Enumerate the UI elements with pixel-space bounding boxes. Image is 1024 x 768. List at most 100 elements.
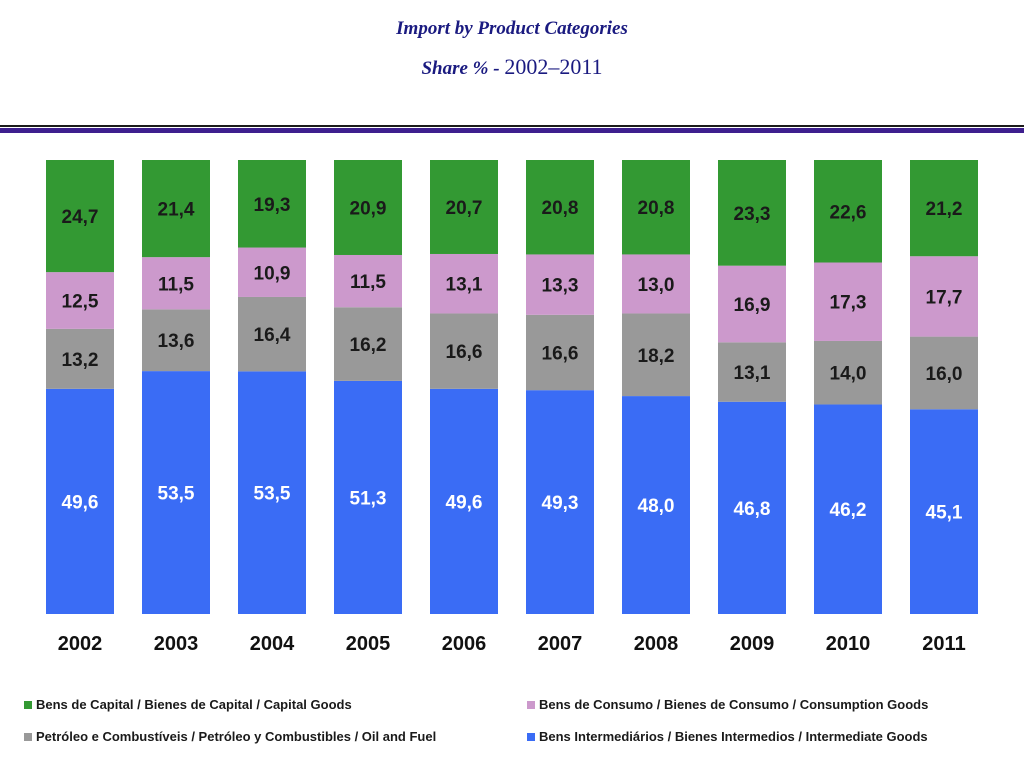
data-label-capital-goods-2002: 24,7 bbox=[62, 207, 99, 228]
bar-segment-intermediate-goods-2011 bbox=[910, 409, 978, 614]
data-label-intermediate-goods-2005: 51,3 bbox=[350, 488, 387, 509]
legend-label-capital-goods: Bens de Capital / Bienes de Capital / Ca… bbox=[36, 697, 352, 712]
data-label-intermediate-goods-2007: 49,3 bbox=[542, 493, 579, 514]
bar-segment-consumption-goods-2005 bbox=[334, 254, 402, 308]
x-tick-label-2010: 2010 bbox=[826, 633, 871, 655]
data-label-intermediate-goods-2010: 46,2 bbox=[830, 500, 867, 521]
data-label-capital-goods-2003: 21,4 bbox=[158, 200, 195, 221]
data-label-intermediate-goods-2008: 48,0 bbox=[638, 496, 675, 517]
data-label-consumption-goods-2006: 13,1 bbox=[446, 275, 483, 296]
bar-segment-intermediate-goods-2007 bbox=[526, 390, 594, 614]
bar-segment-oil-and-fuel-2003 bbox=[142, 309, 210, 372]
x-tick-label-2008: 2008 bbox=[634, 633, 679, 655]
header-divider-thick bbox=[0, 128, 1024, 133]
bar-segment-consumption-goods-2004 bbox=[238, 247, 306, 297]
data-label-capital-goods-2010: 22,6 bbox=[830, 202, 867, 223]
bar-segment-intermediate-goods-2004 bbox=[238, 371, 306, 614]
legend-swatch-capital-goods bbox=[24, 700, 32, 709]
x-tick-label-2007: 2007 bbox=[538, 633, 583, 655]
bar-segment-oil-and-fuel-2011 bbox=[910, 336, 978, 410]
bar-segment-capital-goods-2004 bbox=[238, 160, 306, 248]
bar-segment-intermediate-goods-2009 bbox=[718, 401, 786, 614]
x-tick-label-2005: 2005 bbox=[346, 633, 391, 655]
bar-segment-capital-goods-2011 bbox=[910, 160, 978, 257]
x-tick-label-2004: 2004 bbox=[250, 633, 295, 655]
data-label-capital-goods-2006: 20,7 bbox=[446, 198, 483, 219]
data-label-consumption-goods-2008: 13,0 bbox=[638, 275, 675, 296]
stacked-bar-chart: 49,6 13,2 12,5 24,7 2002 53,5 13,6 11,5 21,4 2003… bbox=[46, 160, 978, 655]
data-label-capital-goods-2008: 20,8 bbox=[638, 198, 675, 219]
data-label-intermediate-goods-2003: 53,5 bbox=[158, 484, 195, 505]
legend-item-capital-goods: Bens de Capital / Bienes de Capital / Ca… bbox=[24, 697, 352, 712]
data-label-capital-goods-2005: 20,9 bbox=[350, 198, 387, 219]
chart-title: Import by Product Categories bbox=[396, 18, 628, 39]
bar-segment-intermediate-goods-2003 bbox=[142, 371, 210, 614]
bar-segment-consumption-goods-2011 bbox=[910, 256, 978, 337]
bar-segment-intermediate-goods-2002 bbox=[46, 388, 114, 614]
bar-segment-capital-goods-2003 bbox=[142, 160, 210, 258]
bar-segment-oil-and-fuel-2006 bbox=[430, 313, 498, 389]
bar-segment-consumption-goods-2008 bbox=[622, 254, 690, 314]
bar-segment-consumption-goods-2010 bbox=[814, 262, 882, 341]
bar-segment-oil-and-fuel-2009 bbox=[718, 342, 786, 402]
data-label-consumption-goods-2005: 11,5 bbox=[350, 272, 386, 293]
data-label-consumption-goods-2010: 17,3 bbox=[830, 293, 867, 314]
data-label-consumption-goods-2004: 10,9 bbox=[254, 263, 291, 284]
data-label-consumption-goods-2011: 17,7 bbox=[926, 287, 963, 308]
data-label-oil-and-fuel-2006: 16,6 bbox=[446, 342, 483, 363]
data-label-capital-goods-2009: 23,3 bbox=[734, 204, 771, 225]
bar-segment-oil-and-fuel-2002 bbox=[46, 328, 114, 389]
bar-segment-capital-goods-2010 bbox=[814, 160, 882, 263]
data-label-intermediate-goods-2002: 49,6 bbox=[62, 492, 99, 513]
bar-segment-consumption-goods-2007 bbox=[526, 254, 594, 315]
data-label-oil-and-fuel-2008: 18,2 bbox=[638, 346, 675, 367]
bar-segment-oil-and-fuel-2005 bbox=[334, 307, 402, 381]
data-label-intermediate-goods-2011: 45,1 bbox=[926, 503, 963, 524]
data-label-consumption-goods-2003: 11,5 bbox=[158, 274, 194, 295]
x-tick-label-2009: 2009 bbox=[730, 633, 775, 655]
x-tick-label-2002: 2002 bbox=[58, 633, 103, 655]
bar-segment-oil-and-fuel-2008 bbox=[622, 313, 690, 397]
bar-segment-consumption-goods-2006 bbox=[430, 253, 498, 314]
legend-label-consumption-goods: Bens de Consumo / Bienes de Consumo / Co… bbox=[539, 697, 929, 712]
data-label-oil-and-fuel-2005: 16,2 bbox=[350, 335, 387, 356]
bar-segment-intermediate-goods-2005 bbox=[334, 380, 402, 614]
x-tick-label-2006: 2006 bbox=[442, 633, 487, 655]
bar-segment-consumption-goods-2009 bbox=[718, 265, 786, 343]
bar-segment-capital-goods-2005 bbox=[334, 160, 402, 255]
legend-swatch-oil-and-fuel bbox=[24, 732, 32, 741]
chart-subtitle: Share % - 2002–2011 bbox=[0, 54, 1024, 80]
data-label-oil-and-fuel-2009: 13,1 bbox=[734, 363, 771, 384]
legend-item-oil-and-fuel: Petróleo e Combustíveis / Petróleo y Com… bbox=[24, 729, 436, 744]
data-label-intermediate-goods-2009: 46,8 bbox=[734, 499, 771, 520]
header-divider-thin bbox=[0, 125, 1024, 127]
bar-segment-capital-goods-2007 bbox=[526, 160, 594, 255]
data-label-consumption-goods-2007: 13,3 bbox=[542, 276, 579, 297]
x-tick-label-2011: 2011 bbox=[922, 633, 965, 655]
bar-segment-consumption-goods-2003 bbox=[142, 257, 210, 310]
data-label-intermediate-goods-2004: 53,5 bbox=[254, 484, 291, 505]
legend-swatch-intermediate-goods bbox=[527, 732, 535, 741]
legend-item-intermediate-goods: Bens Intermediários / Bienes Intermedios… bbox=[527, 729, 928, 744]
data-label-oil-and-fuel-2002: 13,2 bbox=[62, 350, 99, 371]
x-tick-label-2003: 2003 bbox=[154, 633, 199, 655]
data-label-oil-and-fuel-2004: 16,4 bbox=[254, 325, 291, 346]
data-label-oil-and-fuel-2003: 13,6 bbox=[158, 331, 195, 352]
bar-segment-intermediate-goods-2006 bbox=[430, 388, 498, 614]
data-label-intermediate-goods-2006: 49,6 bbox=[446, 492, 483, 513]
bar-segment-oil-and-fuel-2004 bbox=[238, 296, 306, 372]
data-label-oil-and-fuel-2010: 14,0 bbox=[830, 364, 867, 385]
data-label-capital-goods-2007: 20,8 bbox=[542, 198, 579, 219]
bar-segment-capital-goods-2008 bbox=[622, 160, 690, 255]
bar-segment-oil-and-fuel-2010 bbox=[814, 340, 882, 405]
data-label-capital-goods-2004: 19,3 bbox=[254, 195, 291, 216]
bar-segment-capital-goods-2006 bbox=[430, 160, 498, 254]
legend-label-oil-and-fuel: Petróleo e Combustíveis / Petróleo y Com… bbox=[36, 729, 437, 744]
bar-segment-intermediate-goods-2010 bbox=[814, 404, 882, 614]
bar-segment-capital-goods-2002 bbox=[46, 160, 114, 273]
bar-segment-capital-goods-2009 bbox=[718, 160, 786, 266]
data-label-capital-goods-2011: 21,2 bbox=[926, 199, 963, 220]
data-label-consumption-goods-2009: 16,9 bbox=[734, 295, 771, 316]
bar-segment-consumption-goods-2002 bbox=[46, 272, 114, 329]
subtitle-label: Share % - bbox=[421, 58, 500, 79]
